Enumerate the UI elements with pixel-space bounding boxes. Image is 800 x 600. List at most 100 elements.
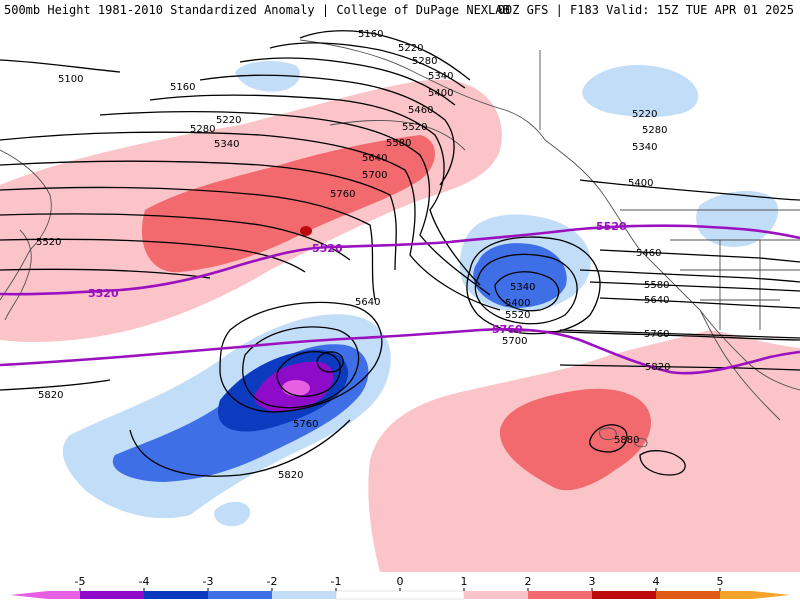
contour-label: 5820 [645, 362, 670, 373]
legend-colorbar [10, 590, 790, 600]
contour-west-5400 [579, 179, 800, 201]
purple-contour-label: 5520 [88, 287, 119, 300]
contour-label: 5340 [428, 71, 453, 82]
contour-5640 [0, 186, 376, 301]
contour-label: 5280 [642, 125, 667, 136]
contour-label: 5160 [358, 29, 383, 40]
contour-label: 5220 [398, 43, 423, 54]
contour-label: 5760 [330, 189, 355, 200]
map-title: 500mb Height 1981-2010 Standardized Anom… [4, 3, 510, 17]
contour-label: 5640 [644, 295, 669, 306]
legend-bin-neg2 [208, 591, 272, 599]
color-scale-legend: -5 -4 -3 -2 -1 0 1 2 3 4 5 [0, 572, 800, 600]
anomaly-map: 5160 5220 5280 5340 5400 5460 5520 5580 … [0, 22, 800, 572]
contour-5340 [199, 74, 455, 186]
contour-trough-5700 [242, 326, 360, 409]
positive-anomaly-layer [0, 79, 800, 572]
legend-tick-label: 2 [525, 575, 532, 588]
contour-label: 5460 [636, 248, 661, 259]
legend-bin-pos3 [592, 591, 656, 599]
contour-trough-inner [316, 351, 344, 373]
contour-low-5400 [474, 253, 578, 325]
contour-label: 5760 [644, 329, 669, 340]
anomaly-negative-1-gulf [582, 65, 699, 117]
contour-label: 5100 [58, 74, 83, 85]
contour-5520 [0, 131, 501, 311]
contour-label: 5820 [278, 470, 303, 481]
legend-tick-label: 5 [717, 575, 724, 588]
legend-bin-neg1 [272, 591, 336, 599]
contour-trough-5760 [276, 351, 341, 397]
legend-bin-neg3 [144, 591, 208, 599]
contour-west-5520 [579, 269, 800, 283]
contour-5580 [0, 160, 397, 271]
contour-pacific-high-5880 [589, 424, 686, 476]
purple-contour-label: 5520 [312, 242, 343, 255]
contour-label: 5820 [38, 390, 63, 401]
contour-5820-south [0, 379, 351, 477]
header-bar: 500mb Height 1981-2010 Standardized Anom… [0, 0, 800, 22]
height-contour-layer [0, 30, 800, 477]
contour-label: 5760 [293, 419, 318, 430]
contour-label: 5580 [386, 138, 411, 149]
contour-label: 5400 [428, 88, 453, 99]
legend-tick-labels: -5 -4 -3 -2 -1 0 1 2 3 4 5 [75, 575, 724, 588]
legend-tick-label: 4 [653, 575, 660, 588]
contour-label: 5400 [505, 298, 530, 309]
contour-label: 5340 [632, 142, 657, 153]
legend-arrow-left [10, 591, 48, 599]
anomaly-negative-1-alaska [235, 60, 301, 92]
anomaly-negative-5-core [282, 380, 310, 396]
legend-tick-label: 1 [461, 575, 468, 588]
legend-tick-label: -3 [203, 575, 214, 588]
legend-tick-label: -2 [267, 575, 278, 588]
anomaly-negative-1-west [696, 190, 779, 247]
contour-5400 [149, 94, 481, 286]
contour-label: 5640 [362, 153, 387, 164]
contour-label: 5460 [408, 105, 433, 116]
contour-west-5460 [599, 249, 800, 263]
negative-anomaly-layer [62, 60, 779, 527]
state-borders [670, 239, 800, 330]
contour-label: 5340 [214, 139, 239, 150]
legend-bin-pos1 [464, 591, 528, 599]
legend-arrow-right [752, 591, 790, 599]
contour-label: 5280 [190, 124, 215, 135]
purple-label-layer: 5520 5520 5520 5760 [88, 220, 627, 336]
model-run-info: 00Z GFS | F183 Valid: 15Z TUE APR 01 202… [497, 3, 794, 17]
contour-5280 [239, 57, 456, 106]
contour-label: 5640 [355, 297, 380, 308]
contour-trough-5640 [219, 301, 383, 413]
legend-bin-neg5 [48, 591, 80, 599]
contour-west-5580 [589, 281, 800, 292]
purple-contour-layer [0, 224, 800, 375]
legend-bin-zero [335, 590, 465, 600]
anomaly-positive-3-core [300, 226, 312, 236]
contour-west-5820 [559, 364, 800, 371]
contour-5220 [269, 42, 466, 89]
legend-tick-label: -5 [75, 575, 86, 588]
purple-contour-5520 [0, 224, 800, 296]
legend-bin-pos5 [720, 591, 752, 599]
anomaly-positive-2-central [499, 388, 651, 491]
anomaly-positive-2-pacific [141, 135, 435, 273]
contour-label: 5220 [216, 115, 241, 126]
contour-5460 [99, 110, 491, 296]
legend-bin-pos2 [528, 591, 592, 599]
contour-label: 5700 [362, 170, 387, 181]
contour-label: 5700 [502, 336, 527, 347]
contour-low-5460 [466, 236, 601, 335]
coastline-mexico [699, 309, 781, 421]
contour-west-5760 [559, 329, 800, 339]
legend-tick-marks [79, 588, 721, 591]
legend-tick-label: -4 [139, 575, 150, 588]
contour-5160 [299, 30, 471, 81]
legend-tick-label: 0 [397, 575, 404, 588]
contour-label-layer: 5160 5220 5280 5340 5400 5460 5520 5580 … [36, 29, 670, 481]
anomaly-negative-1-southwest [214, 501, 251, 527]
contour-5100 [0, 59, 121, 73]
contour-5760 [0, 238, 306, 273]
contour-label: 5220 [632, 109, 657, 120]
legend-tick-label: -1 [331, 575, 342, 588]
legend-bin-neg4 [80, 591, 144, 599]
